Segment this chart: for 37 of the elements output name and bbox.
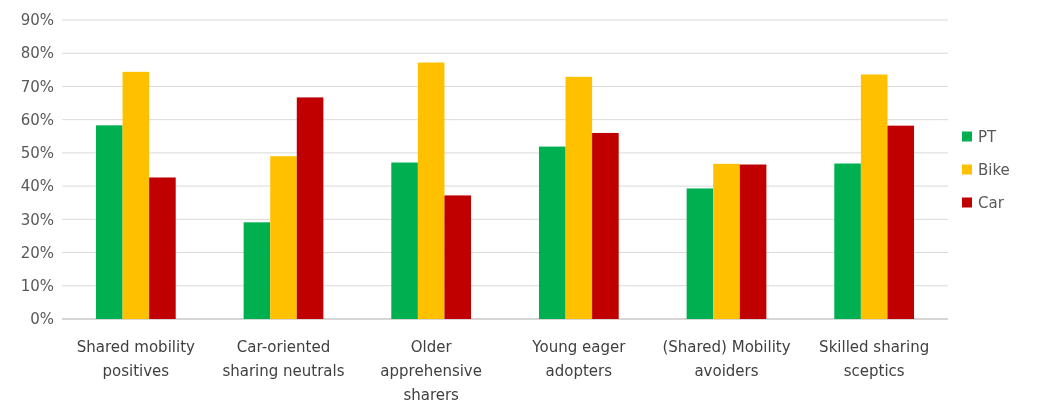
bar bbox=[887, 125, 915, 319]
bar bbox=[444, 195, 472, 319]
legend-label: Bike bbox=[978, 160, 1010, 179]
legend-label: PT bbox=[978, 127, 998, 146]
legend-label: Car bbox=[978, 193, 1005, 212]
bar bbox=[296, 97, 324, 319]
bar bbox=[686, 188, 714, 319]
x-tick-label: (Shared) Mobility avoiders bbox=[662, 338, 791, 380]
bar bbox=[834, 163, 861, 319]
bar bbox=[565, 76, 593, 319]
y-tick-label: 20% bbox=[20, 243, 54, 262]
bar bbox=[739, 164, 767, 319]
x-tick-label: Older apprehensive sharers bbox=[380, 338, 482, 404]
x-tick-label: Shared mobility positives bbox=[76, 338, 196, 380]
x-tick-label: Car-oriented sharing neutrals bbox=[222, 338, 345, 380]
bar bbox=[860, 74, 888, 319]
y-tick-label: 70% bbox=[20, 77, 54, 96]
y-tick-label: 50% bbox=[20, 144, 54, 163]
bar bbox=[243, 222, 271, 319]
bar bbox=[713, 163, 740, 319]
bar bbox=[122, 71, 150, 319]
y-tick-label: 80% bbox=[20, 44, 54, 63]
x-tick-label: Young eager adopters bbox=[531, 338, 627, 380]
y-tick-label: 90% bbox=[20, 11, 54, 30]
y-tick-label: 40% bbox=[20, 177, 54, 196]
x-tick-label: Skilled sharing sceptics bbox=[819, 338, 930, 380]
y-tick-label: 30% bbox=[20, 210, 54, 229]
bar bbox=[149, 177, 176, 319]
bar bbox=[391, 162, 418, 319]
bar bbox=[592, 132, 619, 319]
bar bbox=[270, 156, 297, 319]
bar bbox=[95, 125, 123, 319]
y-tick-label: 60% bbox=[20, 110, 54, 129]
bar bbox=[538, 146, 566, 319]
bar bbox=[417, 62, 445, 319]
y-tick-label: 0% bbox=[30, 310, 54, 329]
y-tick-label: 10% bbox=[20, 277, 54, 296]
